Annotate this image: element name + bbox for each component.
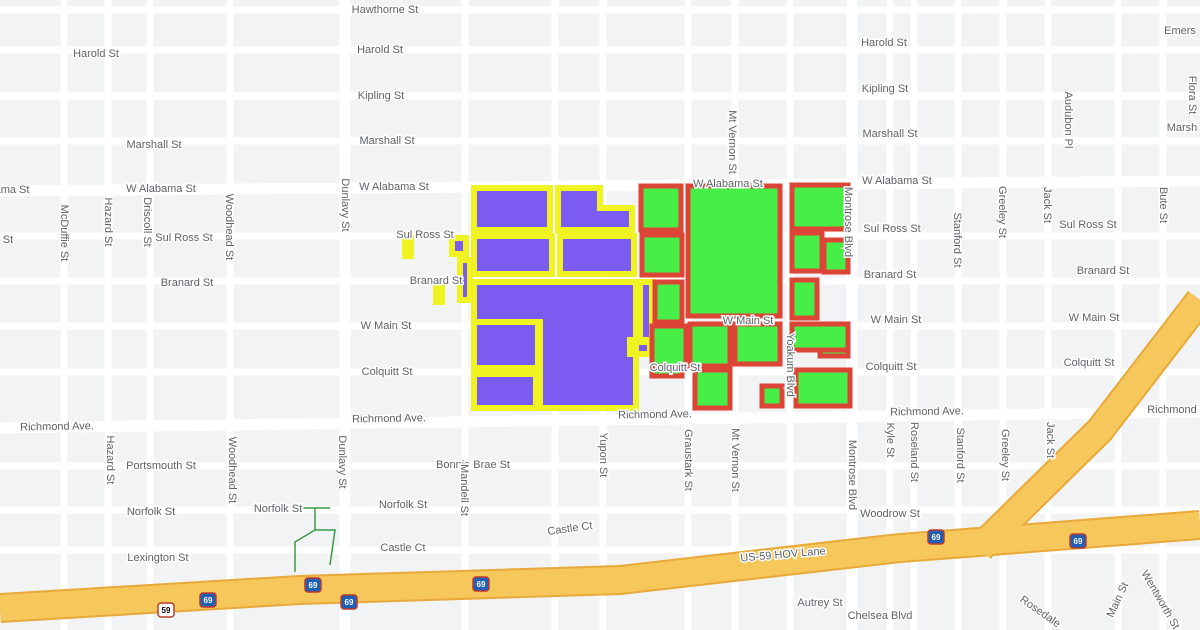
street-label: Jack St (1041, 187, 1053, 223)
street-label: Main St (1105, 581, 1132, 620)
street-label: Sul Ross St (155, 232, 212, 244)
street-label: Richmond Ave. (20, 420, 94, 433)
street-label: Bonnie Brae St (436, 459, 510, 471)
street-label: Lexington St (127, 552, 188, 564)
street-label: Branard St (161, 277, 214, 289)
street-label: W Alabama St (359, 181, 429, 193)
street-label: Norfolk St (379, 499, 427, 511)
street-label: Hazard St (102, 198, 114, 247)
street-label: Driscoll St (141, 197, 153, 247)
street-label: Sul Ross St (863, 223, 920, 235)
street-label: Hawthorne St (352, 4, 419, 16)
street-label: Woodhead St (223, 194, 235, 260)
street-label: Greeley St (999, 429, 1011, 481)
street-label: Marshall St (126, 139, 181, 151)
street-label: Audubon Pl (1062, 92, 1074, 149)
street-label: Colquitt St (1064, 357, 1115, 369)
street-label: Greeley St (996, 186, 1008, 238)
shield (1069, 533, 1087, 549)
street-label: W Main St (871, 314, 922, 326)
street-label: Richmond Ave. (352, 412, 426, 425)
street-label: Colquitt St (362, 366, 413, 378)
street-label: Montrose Blvd (846, 440, 858, 510)
street-label: Kipling St (862, 83, 908, 95)
street-label: Hazard St (104, 436, 116, 485)
shields: 69 69 69 69 69 69 59 (157, 529, 1087, 618)
park-path (294, 507, 336, 572)
street-label: W Alabama St (126, 183, 196, 195)
street-label: Dunlavy St (339, 178, 351, 231)
street-label: W Main St (1069, 312, 1120, 324)
street-label: Kipling St (358, 90, 404, 102)
street-label: Colquitt St (650, 362, 701, 374)
shield (304, 577, 322, 593)
street-label: ama St (0, 184, 29, 196)
parcels-purple (402, 185, 655, 411)
shield (199, 592, 217, 608)
street-label: Branard St (864, 269, 917, 281)
street-label: W Alabama St (862, 175, 932, 187)
parcel (402, 185, 655, 411)
shield-label: 59 (162, 606, 171, 615)
street-label: W Main St (723, 315, 774, 327)
street-label: Colquitt St (866, 361, 917, 373)
shield-label: 69 (932, 533, 941, 542)
street-label: Norfolk St (254, 503, 302, 515)
street-label: Rosedale (1018, 594, 1063, 630)
street-label: Kyle St (884, 423, 896, 458)
street-label: W Alabama St (693, 178, 763, 190)
shield-label: 69 (345, 598, 354, 607)
street-label: Marshall St (862, 128, 917, 140)
street-label: McDuffie St (58, 205, 70, 262)
shield-label: 69 (309, 581, 318, 590)
street-label: Branard St (1077, 265, 1130, 277)
street-label: Harold St (73, 48, 119, 60)
street-label: Mt Vernon St (726, 110, 738, 174)
street-label: Mt Vernon St (729, 428, 741, 492)
shield-label: 69 (204, 596, 213, 605)
street-label: Harold St (861, 37, 907, 49)
street-label: Stanford St (951, 212, 963, 267)
shield-label: 69 (1074, 537, 1083, 546)
street-label: Flora St (1186, 76, 1198, 115)
street-label: St (3, 234, 13, 246)
shield (472, 576, 490, 592)
street-label: Marsh (1167, 122, 1198, 134)
street-label: Yoakum Blvd (784, 333, 796, 397)
street-label: Castle Ct (380, 542, 425, 554)
street-label: Yupon St (597, 433, 609, 478)
street-label: Sul Ross St (1059, 219, 1116, 231)
shield (157, 602, 175, 618)
street-label: Branard St (410, 275, 463, 287)
street-label: Bute St (1157, 187, 1169, 223)
street-label: Woodrow St (860, 508, 920, 520)
street-label: Norfolk St (127, 506, 175, 518)
street-label: Emers (1164, 25, 1196, 37)
street-label: Roseland St (908, 422, 920, 482)
street-label: Graustark St (682, 429, 694, 491)
street-label: Mandell St (458, 464, 470, 516)
shield-label: 69 (477, 580, 486, 589)
street-label: Stanford St (954, 427, 966, 482)
street-label: W Main St (361, 320, 412, 332)
street-label: Chelsea Blvd (848, 610, 913, 622)
street-label: Jack St (1044, 422, 1056, 458)
street-label: Harold St (357, 44, 403, 56)
street-label: Sul Ross St (396, 229, 453, 241)
street-label: Richmond (1147, 404, 1197, 416)
parcel (638, 182, 853, 411)
street-label: Richmond Ave. (618, 408, 692, 421)
shield (927, 529, 945, 545)
shield (340, 594, 358, 610)
street-label: Portsmouth St (126, 460, 196, 472)
street-label: Autrey St (797, 597, 842, 609)
street-label: Montrose Blvd (842, 187, 854, 257)
street-label: Woodhead St (226, 437, 238, 503)
parcels-green (638, 182, 853, 411)
street-label: Dunlavy St (336, 435, 348, 488)
street-label: Richmond Ave. (890, 405, 964, 418)
street-label: Marshall St (359, 135, 414, 147)
